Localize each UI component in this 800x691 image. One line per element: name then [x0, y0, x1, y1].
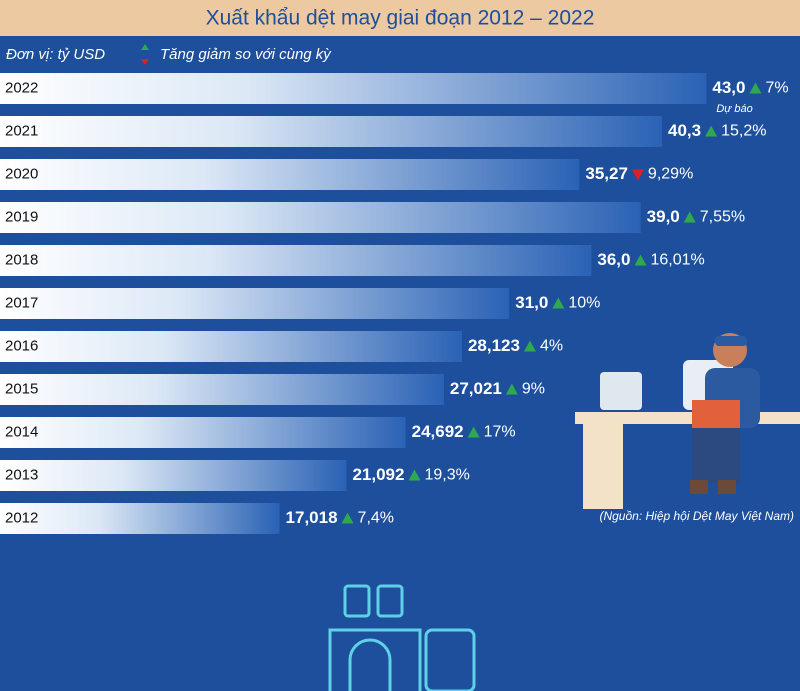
unit-note: Đơn vị: tỷ USD: [6, 46, 105, 63]
bar: [0, 288, 510, 319]
change-label: 10%: [568, 295, 600, 312]
category-label: 2020: [5, 165, 38, 182]
change-label: 7,4%: [358, 510, 394, 527]
change-arrow: [631, 169, 644, 181]
illustration: [575, 333, 800, 509]
value-label: 35,27: [585, 164, 628, 183]
bar: [0, 245, 592, 276]
value-label: 40,3: [668, 121, 701, 140]
category-label: 2014: [5, 423, 38, 440]
title-bar: [0, 0, 800, 36]
change-arrow: [341, 512, 354, 524]
change-arrow: [749, 82, 762, 94]
annotation: Dự báo: [716, 103, 752, 115]
change-label: 19,3%: [424, 467, 469, 484]
bar: [0, 331, 462, 362]
category-label: 2019: [5, 208, 38, 225]
change-label: 17%: [484, 424, 516, 441]
value-label: 31,0: [515, 293, 548, 312]
category-label: 2013: [5, 466, 38, 483]
value-label: 21,092: [352, 465, 404, 484]
value-label: 39,0: [647, 207, 680, 226]
bar: [0, 374, 444, 405]
change-label: 15,2%: [721, 123, 766, 140]
value-label: 36,0: [597, 250, 630, 269]
bar: [0, 503, 280, 534]
change-arrow: [523, 340, 536, 352]
value-label: 24,692: [412, 422, 464, 441]
change-arrow: [552, 297, 565, 309]
category-label: 2015: [5, 380, 38, 397]
change-label: 4%: [540, 338, 563, 355]
change-arrow: [705, 125, 718, 137]
change-arrow: [467, 426, 480, 438]
change-label: 9,29%: [648, 166, 693, 183]
legend-up-marker: [141, 44, 149, 50]
change-label: 9%: [522, 381, 545, 398]
value-label: 43,0: [712, 78, 745, 97]
category-label: 2021: [5, 122, 38, 139]
change-arrow: [634, 254, 647, 266]
change-label: 16,01%: [650, 252, 704, 269]
legend-down-marker: [141, 59, 149, 65]
icon: [328, 584, 476, 691]
bar: [0, 159, 580, 190]
value-label: 27,021: [450, 379, 502, 398]
category-label: 2012: [5, 509, 38, 526]
value-label: 17,018: [286, 508, 338, 527]
bar: [0, 73, 707, 104]
change-arrow: [408, 469, 421, 481]
change-label: 7%: [765, 80, 788, 97]
bar: [0, 417, 406, 448]
category-label: 2022: [5, 79, 38, 96]
legend-label: Tăng giảm so với cùng kỳ: [160, 46, 332, 63]
change-arrow: [683, 211, 696, 223]
bar: [0, 116, 663, 147]
category-label: 2018: [5, 251, 38, 268]
value-label: 28,123: [468, 336, 520, 355]
chart-title: Xuất khẩu dệt may giai đoạn 2012 – 2022: [206, 7, 595, 30]
change-label: 7,55%: [700, 209, 745, 226]
category-label: 2017: [5, 294, 38, 311]
change-arrow: [505, 383, 518, 395]
bar: [0, 460, 347, 491]
bar: [0, 202, 641, 233]
category-label: 2016: [5, 337, 38, 354]
source-note: (Nguồn: Hiệp hội Dệt May Việt Nam): [599, 509, 794, 523]
